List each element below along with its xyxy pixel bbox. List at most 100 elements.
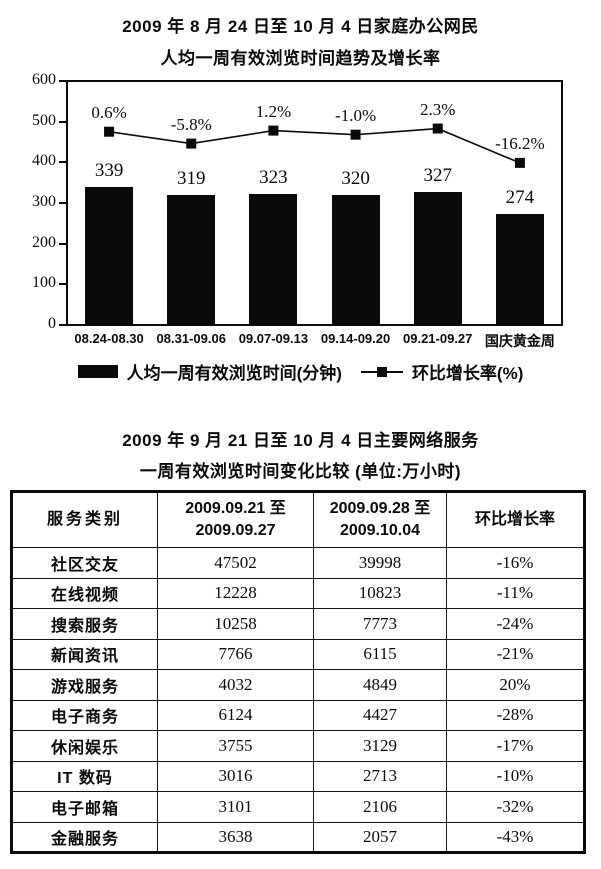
value-cell: 10258 <box>157 608 314 640</box>
bar <box>413 192 462 324</box>
service-name-cell: 在线视频 <box>11 577 158 609</box>
value-cell: -21% <box>446 638 585 670</box>
line-point-label: -5.8% <box>170 114 212 134</box>
line-point-label: -1.0% <box>335 105 377 125</box>
table-title-line2: 一周有效浏览时间变化比较 (单位:万小时) <box>139 462 462 481</box>
bar <box>495 213 544 324</box>
x-tick-label: 09.07-09.13 <box>238 331 309 346</box>
line-marker <box>104 126 115 137</box>
y-tick-mark <box>59 80 66 82</box>
line-legend-square <box>376 366 387 377</box>
bar <box>167 195 216 324</box>
table-body: 社区交友 47502 39998 -16% 在线视频 12228 10823 -11% 搜索服务… <box>11 547 585 853</box>
table-header: 服务类别 2009.09.21 至 2009.09.27 2009.09.28 … <box>11 491 585 548</box>
value-cell: 3016 <box>157 760 314 792</box>
table-row: 在线视频 12228 10823 -11% <box>11 577 585 609</box>
line-point-label: -16.2% <box>495 133 545 153</box>
line-legend-marker-icon <box>360 365 403 379</box>
value-cell: -10% <box>446 760 585 792</box>
value-cell: -11% <box>446 577 585 609</box>
y-tick-mark <box>59 283 66 286</box>
service-comparison-table: 服务类别 2009.09.21 至 2009.09.27 2009.09.28 … <box>10 490 586 854</box>
bar-value-label: 339 <box>94 160 124 182</box>
value-cell: 7773 <box>313 608 447 640</box>
bar <box>85 187 134 324</box>
value-cell: 6115 <box>313 638 447 670</box>
value-cell: -16% <box>446 547 585 579</box>
y-tick-label: 500 <box>32 111 56 129</box>
value-cell: -28% <box>446 699 585 731</box>
y-tick-label: 200 <box>32 233 56 251</box>
value-cell: 3129 <box>313 730 447 762</box>
value-cell: 4427 <box>313 699 447 731</box>
line-marker <box>514 157 525 168</box>
value-cell: -17% <box>446 730 585 762</box>
value-cell: 6124 <box>157 699 314 731</box>
y-tick-label: 300 <box>32 193 56 210</box>
chart-title-line2: 人均一周有效浏览时间趋势及增长率 <box>160 49 441 68</box>
line-point-label: 2.3% <box>420 99 456 119</box>
bar-value-label: 319 <box>177 168 206 190</box>
y-tick-mark <box>59 120 66 123</box>
service-name-cell: IT 数码 <box>11 760 158 792</box>
x-tick-label: 09.14-09.20 <box>320 331 391 346</box>
y-tick-label: 400 <box>32 152 56 170</box>
value-cell: 2106 <box>313 791 447 823</box>
x-tick-label: 国庆黄金周 <box>484 333 555 349</box>
service-name-cell: 电子商务 <box>11 699 158 731</box>
service-name-cell: 金融服务 <box>11 821 158 853</box>
table-row: 社区交友 47502 39998 -16% <box>11 547 585 579</box>
bar <box>249 193 298 324</box>
y-tick-mark <box>59 161 66 164</box>
line-marker <box>432 123 443 134</box>
x-tick-label: 09.21-09.27 <box>403 331 473 346</box>
header-service-category: 服务类别 <box>11 491 158 548</box>
value-cell: -32% <box>446 791 585 823</box>
value-cell: 12228 <box>157 577 314 609</box>
line-point-label: 0.6% <box>91 102 127 122</box>
y-tick-mark <box>59 324 66 326</box>
table-row: 搜索服务 10258 7773 -24% <box>11 608 585 640</box>
growth-rate-line <box>104 123 525 168</box>
x-tick-label: 08.31-09.06 <box>156 331 226 346</box>
value-cell: 3101 <box>157 791 314 823</box>
chart-legend: 人均一周有效浏览时间(分钟) 环比增长率(%) <box>0 359 601 384</box>
table-header-row: 服务类别 2009.09.21 至 2009.09.27 2009.09.28 … <box>11 491 585 548</box>
header-growth-rate: 环比增长率 <box>446 491 585 548</box>
value-cell: 39998 <box>313 547 447 579</box>
table-row: 休闲娱乐 3755 3129 -17% <box>11 730 585 762</box>
table-row: IT 数码 3016 2713 -10% <box>11 760 585 792</box>
y-tick-label: 600 <box>32 71 56 88</box>
value-cell: 4032 <box>157 669 314 701</box>
table-row: 新闻资讯 7766 6115 -21% <box>11 638 585 670</box>
bar-legend-swatch-icon <box>77 365 118 378</box>
value-cell: 47502 <box>157 547 314 579</box>
value-cell: 2713 <box>313 760 447 792</box>
value-cell: 7766 <box>157 638 314 670</box>
chart-plot: 339 319 323 320 327 274 0.6% -5.8% 1.2% -1.0% 2.3%… <box>66 80 563 326</box>
table-row: 电子邮箱 3101 2106 -32% <box>11 791 585 823</box>
service-name-cell: 休闲娱乐 <box>11 730 158 762</box>
line-marker <box>268 125 279 136</box>
value-cell: 20% <box>446 669 585 701</box>
value-cell: 3638 <box>157 821 314 853</box>
header-week1: 2009.09.21 至 2009.09.27 <box>157 491 314 548</box>
service-name-cell: 社区交友 <box>11 547 158 579</box>
table-row: 游戏服务 4032 4849 20% <box>11 669 585 701</box>
y-tick-mark <box>59 242 66 245</box>
service-name-cell: 游戏服务 <box>11 669 158 701</box>
service-name-cell: 搜索服务 <box>11 608 158 640</box>
value-cell: 2057 <box>313 821 447 853</box>
bar-value-label: 320 <box>341 167 370 189</box>
chart-title-line1: 2009 年 8 月 24 日至 10 月 4 日家庭办公网民 <box>122 17 479 36</box>
x-axis: 08.24-08.30 08.31-09.06 09.07-09.13 09.14-0… <box>68 331 561 351</box>
line-marker <box>186 138 197 149</box>
table-title-line1: 2009 年 9 月 21 日至 10 月 4 日主要网络服务 <box>122 431 479 450</box>
value-cell: 4849 <box>313 669 447 701</box>
service-name-cell: 电子邮箱 <box>11 791 158 823</box>
value-cell: 3755 <box>157 730 314 762</box>
table-row: 金融服务 3638 2057 -43% <box>11 821 585 853</box>
header-week2: 2009.09.28 至 2009.10.04 <box>313 491 447 548</box>
bar-value-label: 274 <box>505 186 535 208</box>
